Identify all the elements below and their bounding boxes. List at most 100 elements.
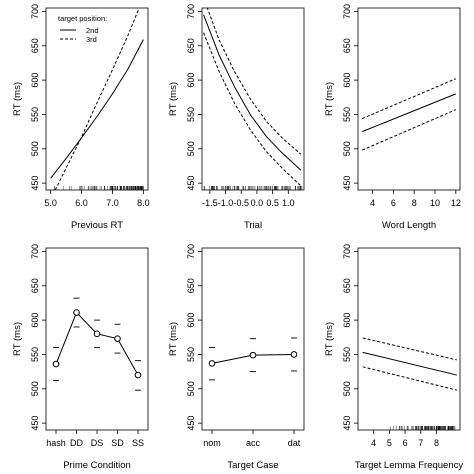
x-tick-label: 4	[370, 198, 375, 208]
panel-3: 450 500 550 600 650 700 4 6 8 10 12 Word Length RT (…	[324, 4, 461, 231]
y-tick-label: 500	[342, 381, 352, 396]
y-tick-label: 650	[186, 38, 196, 53]
x-tick-label: nom	[203, 438, 221, 448]
plot-frame	[45, 247, 149, 431]
y-tick-label: 500	[186, 141, 196, 156]
y-tick-label: 500	[30, 141, 40, 156]
y-tick-label: 650	[186, 278, 196, 293]
x-tick-label: 8.0	[137, 198, 150, 208]
point-marker	[93, 330, 101, 338]
x-axis-label: Trial	[244, 220, 262, 231]
x-tick-label: 10	[430, 198, 440, 208]
x-tick-label: SS	[132, 438, 144, 448]
x-tick-label: DD	[70, 438, 83, 448]
panel-2: 450 500 550 600 650 700 -1.5 -1.0 -0.5 0.0 0.5 1.0 T…	[168, 4, 305, 231]
effect-line	[55, 311, 139, 376]
y-tick-label: 600	[30, 73, 40, 88]
dashed-line	[362, 337, 457, 361]
y-tick-label: 700	[30, 244, 40, 259]
dashed-line	[203, 32, 302, 187]
point-marker	[114, 335, 121, 342]
solid-line	[50, 39, 144, 179]
y-tick-label: 650	[30, 38, 40, 53]
y-axis-label: RT (ms)	[12, 82, 23, 116]
series-group	[362, 337, 457, 391]
y-tick-label: 650	[30, 278, 40, 293]
series-group	[52, 297, 142, 391]
solid-line	[203, 14, 302, 171]
legend-entry: 2nd	[86, 26, 99, 35]
series-group	[50, 8, 144, 190]
y-axis-label: RT (ms)	[168, 82, 179, 116]
dashed-line	[54, 8, 140, 190]
y-tick-label: 650	[342, 278, 352, 293]
x-tick-label: 8	[412, 198, 417, 208]
x-tick-label: -1.5	[202, 198, 218, 208]
y-tick-label: 550	[30, 107, 40, 122]
y-tick-label: 600	[186, 73, 196, 88]
x-tick-label: 12	[451, 198, 461, 208]
x-tick-label: 6.0	[75, 198, 88, 208]
panel-6: 450 500 550 600 650 700 4 5 6 7 8 Target Lemma Freq…	[324, 244, 463, 471]
plot-frame	[45, 7, 149, 191]
y-tick-label: 550	[342, 347, 352, 362]
legend-entry: 3rd	[86, 35, 97, 44]
point-marker	[249, 351, 257, 359]
x-tick-label: DS	[91, 438, 104, 448]
x-tick-label: 7	[418, 438, 423, 448]
x-axis-label: Prime Condition	[63, 460, 131, 471]
x-tick-label: 7.0	[106, 198, 119, 208]
y-tick-label: 550	[186, 347, 196, 362]
y-tick-label: 600	[342, 73, 352, 88]
plot-frame	[357, 7, 461, 191]
x-tick-label: 6	[403, 438, 408, 448]
x-tick-label: -0.5	[233, 198, 249, 208]
x-tick-label: 1.0	[282, 198, 295, 208]
series-group	[208, 337, 298, 381]
y-tick-label: 700	[186, 4, 196, 19]
y-tick-label: 650	[342, 38, 352, 53]
y-axis-label: RT (ms)	[168, 322, 179, 356]
panel-4: 450 500 550 600 650 700 hash DD DS SD SS Prime Cond…	[12, 244, 149, 471]
y-tick-label: 450	[342, 176, 352, 191]
y-tick-label: 450	[186, 176, 196, 191]
dashed-line	[361, 78, 457, 120]
x-axis-label: Word Length	[382, 220, 436, 231]
point-marker	[208, 360, 216, 367]
y-tick-label: 700	[186, 244, 196, 259]
solid-line	[362, 351, 457, 376]
x-tick-label: dat	[288, 438, 301, 448]
series-group	[203, 8, 302, 187]
y-tick-label: 500	[342, 141, 352, 156]
y-tick-label: 700	[30, 4, 40, 19]
point-marker	[52, 360, 60, 368]
point-marker	[73, 309, 80, 316]
x-axis-label: Target Case	[227, 460, 278, 471]
y-tick-label: 600	[342, 313, 352, 328]
x-tick-label: 5	[387, 438, 392, 448]
y-tick-label: 450	[186, 416, 196, 431]
y-tick-label: 600	[186, 313, 196, 328]
x-tick-label: 0.5	[266, 198, 279, 208]
series-group	[361, 78, 457, 151]
x-tick-label: SD	[111, 438, 124, 448]
y-tick-label: 550	[186, 107, 196, 122]
solid-line	[361, 93, 457, 133]
legend-title: target position:	[58, 14, 107, 23]
plot-frame	[357, 247, 461, 431]
y-axis-label: RT (ms)	[12, 322, 23, 356]
y-tick-label: 700	[342, 4, 352, 19]
y-tick-label: 450	[342, 416, 352, 431]
y-tick-label: 550	[342, 107, 352, 122]
y-tick-label: 500	[186, 381, 196, 396]
y-tick-label: 700	[342, 244, 352, 259]
x-tick-label: 6	[391, 198, 396, 208]
x-tick-label: -1.0	[218, 198, 234, 208]
y-tick-label: 600	[30, 313, 40, 328]
dashed-line	[361, 109, 457, 151]
x-tick-label: 5.0	[44, 198, 57, 208]
dashed-line	[206, 8, 302, 155]
x-tick-label: 4	[371, 438, 376, 448]
